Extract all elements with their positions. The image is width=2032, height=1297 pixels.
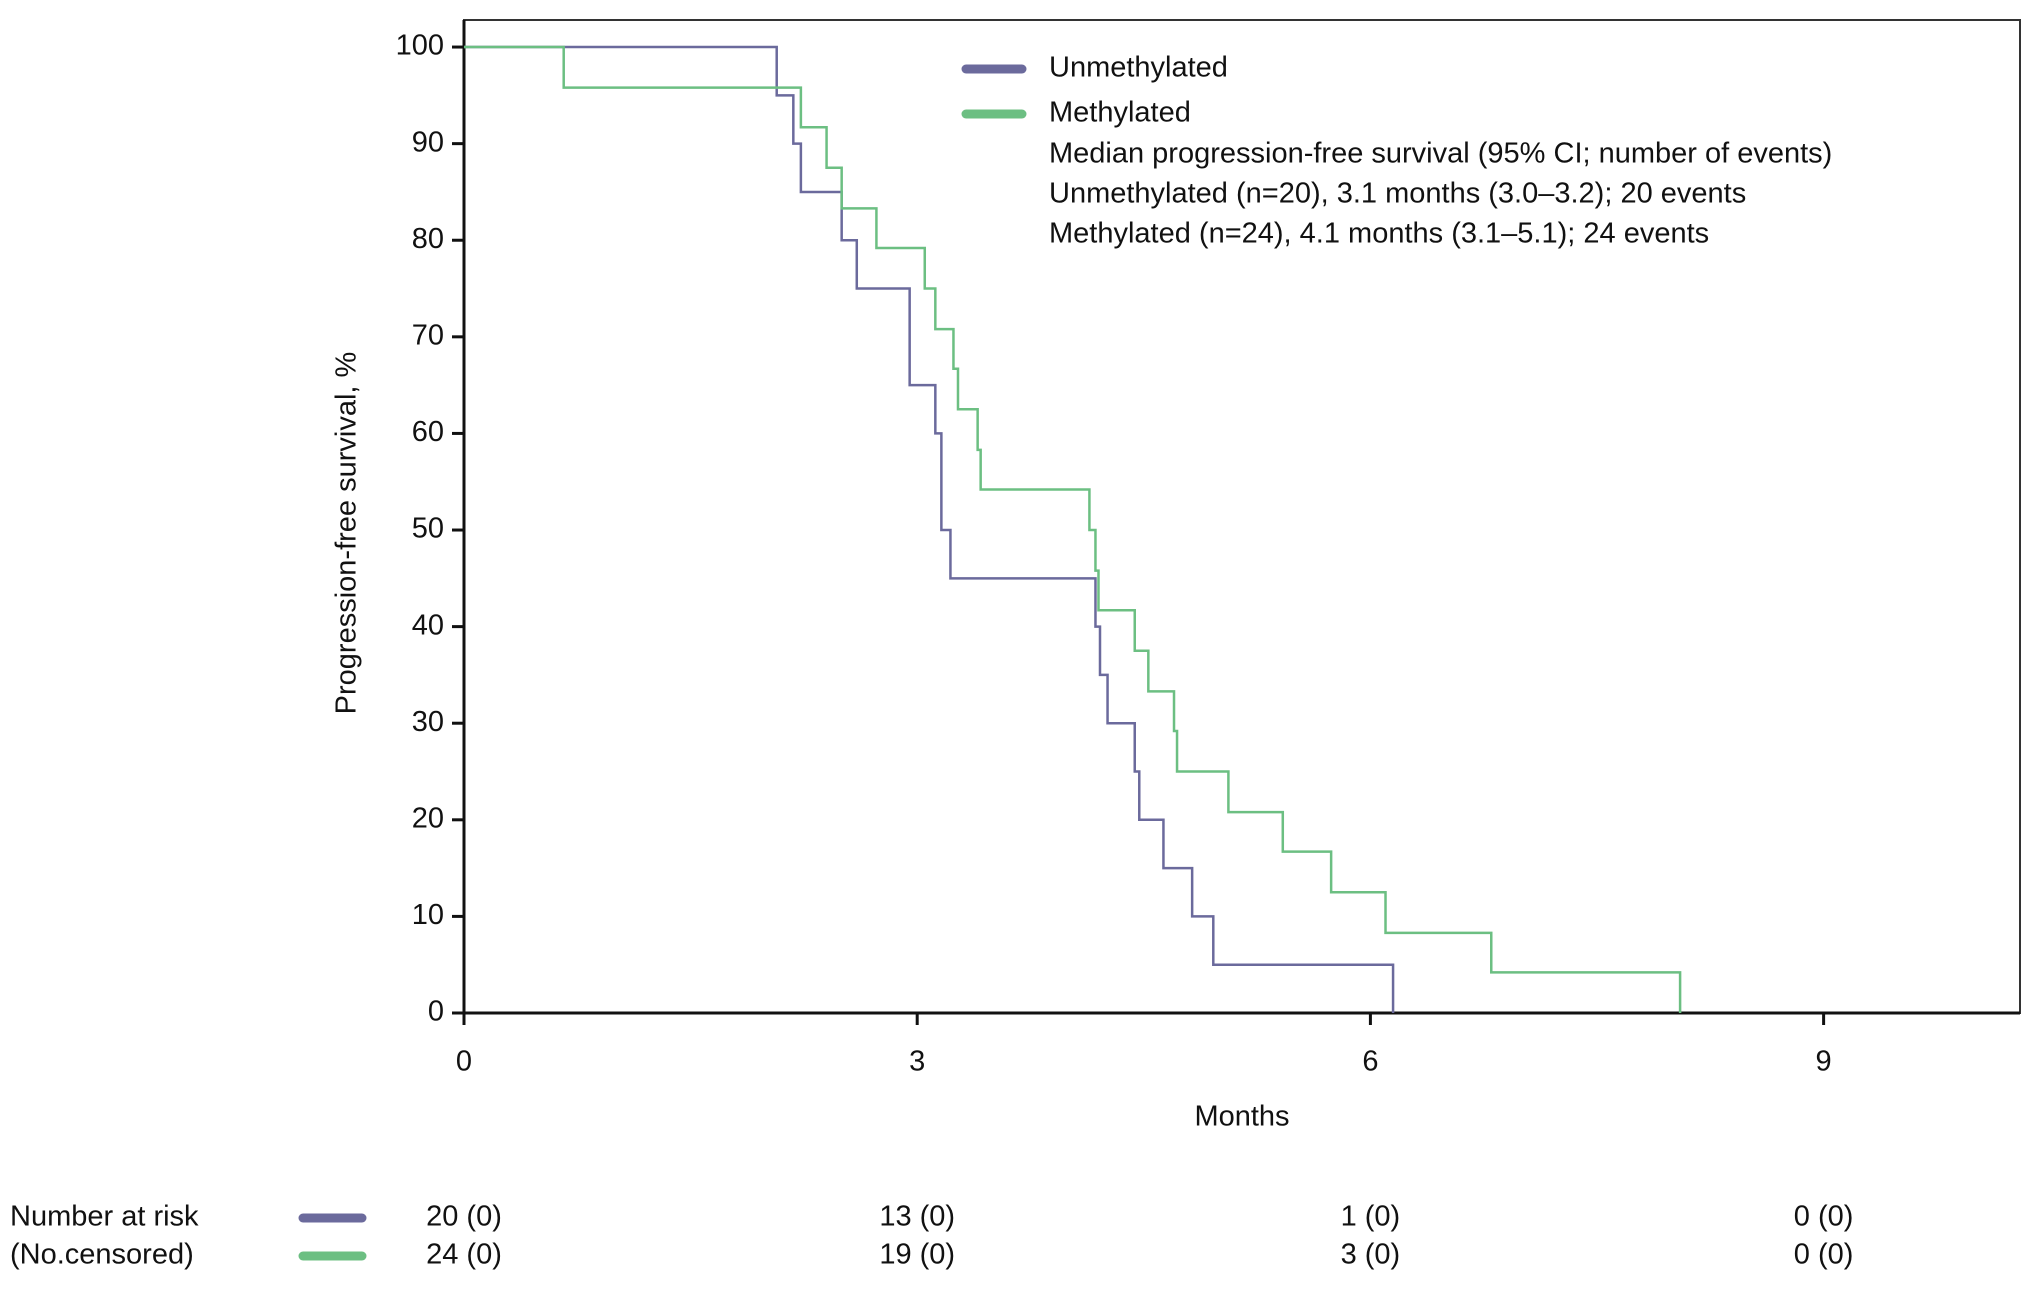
x-tick-label: 9	[1816, 1046, 1832, 1078]
x-tick-label: 6	[1362, 1046, 1378, 1078]
risk-value: 13 (0)	[879, 1201, 955, 1233]
y-axis-label: Progression-free survival, %	[331, 352, 363, 715]
x-tick-label: 3	[909, 1046, 925, 1078]
survival-curve	[464, 45, 1395, 1013]
risk-value: 0 (0)	[1794, 1239, 1854, 1271]
risk-value: 20 (0)	[426, 1201, 502, 1233]
y-tick-label: 0	[428, 996, 444, 1028]
y-tick-label: 30	[412, 706, 444, 738]
risk-value: 19 (0)	[879, 1239, 955, 1271]
y-tick-label: 50	[412, 513, 444, 545]
risk-table-label: (No.censored)	[10, 1239, 194, 1271]
legend-label: Methylated	[1049, 97, 1191, 129]
annotation: Unmethylated (n=20), 3.1 months (3.0–3.2…	[1049, 178, 1746, 210]
annotation: Median progression-free survival (95% CI…	[1049, 138, 1832, 170]
y-tick-label: 90	[412, 126, 444, 158]
y-tick-label: 60	[412, 416, 444, 448]
survival-curve	[464, 45, 1682, 1013]
annotation: Methylated (n=24), 4.1 months (3.1–5.1);…	[1049, 218, 1709, 250]
y-tick-label: 10	[412, 899, 444, 931]
risk-value: 24 (0)	[426, 1239, 502, 1271]
y-tick-label: 100	[396, 30, 444, 62]
risk-table-label: Number at risk	[10, 1201, 199, 1233]
x-tick-label: 0	[456, 1046, 472, 1078]
y-tick-label: 70	[412, 319, 444, 351]
y-tick-label: 20	[412, 802, 444, 834]
legend-label: Unmethylated	[1049, 52, 1228, 84]
risk-value: 0 (0)	[1794, 1201, 1854, 1233]
x-axis-label: Months	[1194, 1101, 1289, 1133]
y-tick-label: 40	[412, 609, 444, 641]
risk-value: 1 (0)	[1341, 1201, 1401, 1233]
y-tick-label: 80	[412, 223, 444, 255]
risk-value: 3 (0)	[1341, 1239, 1401, 1271]
